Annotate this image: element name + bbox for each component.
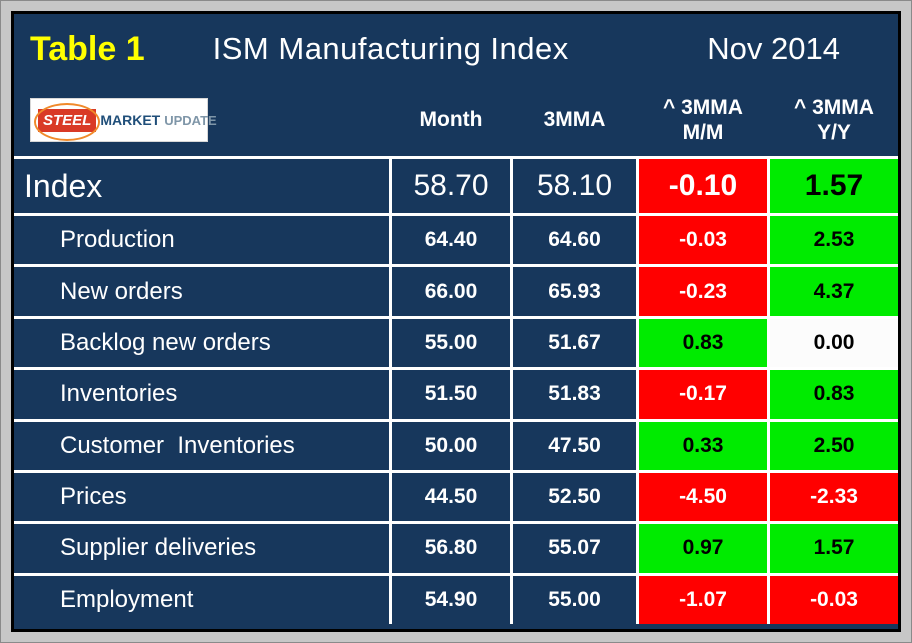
row-label: Prices	[14, 472, 389, 522]
column-header-3mma-yy: ^ 3MMA Y/Y	[770, 95, 898, 145]
column-header-3mma-mm: ^ 3MMA M/M	[639, 95, 767, 145]
cell-3mma: 52.50	[513, 472, 636, 522]
cell-yy-change: 1.57	[770, 524, 898, 573]
table-panel: Table 1 ISM Manufacturing Index Nov 2014…	[11, 11, 901, 632]
cell-month: 64.40	[392, 216, 510, 265]
column-header-3mma-yy-line2: Y/Y	[817, 121, 851, 144]
cell-month: 58.70	[392, 159, 510, 213]
cell-yy-change: 0.83	[770, 370, 898, 419]
cell-mm-change: 0.33	[639, 421, 767, 470]
cell-month: 55.00	[392, 318, 510, 368]
cell-yy-change: 1.57	[770, 159, 898, 213]
cell-3mma: 58.10	[513, 159, 636, 213]
cell-mm-change: 0.97	[639, 524, 767, 573]
cell-month: 51.50	[392, 370, 510, 419]
cell-yy-change: -0.03	[770, 575, 898, 624]
cell-3mma: 64.60	[513, 216, 636, 265]
cell-mm-change: -1.07	[639, 575, 767, 624]
cell-month: 66.00	[392, 267, 510, 316]
column-header-3mma: 3MMA	[543, 108, 606, 132]
title-bar: Table 1 ISM Manufacturing Index Nov 2014	[14, 14, 898, 84]
row-label: Customer Inventories	[14, 421, 389, 470]
logo-steel-text: STEEL	[38, 108, 97, 132]
smu-logo: STEEL MARKET UPDATE	[30, 98, 217, 142]
cell-3mma: 55.00	[513, 575, 636, 624]
cell-yy-change: -2.33	[770, 472, 898, 522]
cell-mm-change: -0.17	[639, 370, 767, 419]
cell-mm-change: -0.03	[639, 216, 767, 265]
cell-3mma: 47.50	[513, 421, 636, 470]
cell-month: 54.90	[392, 575, 510, 624]
cell-mm-change: 0.83	[639, 318, 767, 368]
row-label: Index	[14, 159, 389, 213]
cell-month: 44.50	[392, 472, 510, 522]
column-header-row: STEEL MARKET UPDATE Month 3MMA ^ 3MMA M/…	[14, 84, 898, 156]
cell-3mma: 51.67	[513, 318, 636, 368]
data-table: Index 58.70 58.10 -0.10 1.57 Production …	[14, 156, 898, 624]
cell-yy-change: 2.53	[770, 216, 898, 265]
cell-month: 56.80	[392, 524, 510, 573]
row-label: Supplier deliveries	[14, 524, 389, 573]
logo-market-text: MARKET	[100, 112, 161, 128]
row-label: Inventories	[14, 370, 389, 419]
cell-yy-change: 4.37	[770, 267, 898, 316]
row-label: Employment	[14, 575, 389, 624]
cell-month: 50.00	[392, 421, 510, 470]
cell-3mma: 51.83	[513, 370, 636, 419]
cell-yy-change: 0.00	[770, 318, 898, 368]
cell-3mma: 55.07	[513, 524, 636, 573]
row-label: Production	[14, 216, 389, 265]
cell-yy-change: 2.50	[770, 421, 898, 470]
row-label: New orders	[14, 267, 389, 316]
report-date: Nov 2014	[707, 31, 840, 66]
column-header-3mma-mm-line2: M/M	[682, 121, 724, 144]
logo-update-text: UPDATE	[164, 112, 217, 128]
column-header-3mma-mm-line1: ^ 3MMA	[663, 95, 743, 119]
row-label: Backlog new orders	[14, 318, 389, 368]
cell-mm-change: -0.23	[639, 267, 767, 316]
cell-mm-change: -4.50	[639, 472, 767, 522]
table-number-label: Table 1	[30, 29, 145, 68]
column-header-month: Month	[419, 108, 483, 132]
column-header-3mma-yy-line1: ^ 3MMA	[794, 95, 874, 119]
cell-mm-change: -0.10	[639, 159, 767, 213]
page-title: ISM Manufacturing Index	[212, 31, 569, 66]
cell-3mma: 65.93	[513, 267, 636, 316]
